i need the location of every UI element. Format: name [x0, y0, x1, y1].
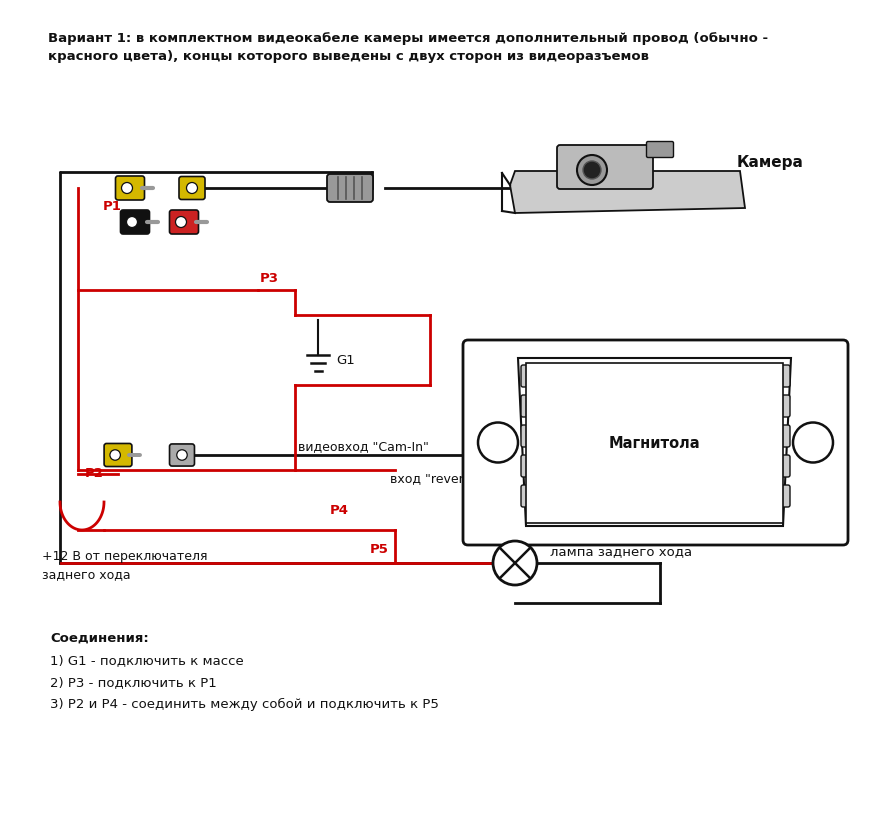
FancyBboxPatch shape: [120, 210, 149, 234]
Text: +12 В от переключателя: +12 В от переключателя: [42, 550, 208, 563]
Text: 3) P2 и P4 - соединить между собой и подключить к P5: 3) P2 и P4 - соединить между собой и под…: [50, 698, 438, 711]
FancyBboxPatch shape: [327, 174, 373, 202]
FancyBboxPatch shape: [521, 485, 563, 507]
FancyBboxPatch shape: [748, 365, 790, 387]
Circle shape: [478, 423, 518, 462]
FancyBboxPatch shape: [104, 443, 132, 466]
FancyBboxPatch shape: [463, 340, 848, 545]
Text: лампа заднего хода: лампа заднего хода: [550, 545, 692, 558]
Circle shape: [110, 450, 120, 461]
Text: Камера: Камера: [737, 155, 804, 170]
Circle shape: [177, 450, 187, 461]
FancyBboxPatch shape: [521, 365, 563, 387]
Text: Соединения:: Соединения:: [50, 632, 149, 645]
Text: P5: P5: [370, 543, 389, 556]
Circle shape: [176, 217, 187, 227]
Circle shape: [793, 423, 833, 462]
FancyBboxPatch shape: [521, 395, 563, 417]
Text: Вариант 1: в комплектном видеокабеле камеры имеется дополнительный провод (обычн: Вариант 1: в комплектном видеокабеле кам…: [48, 32, 768, 45]
Circle shape: [493, 541, 537, 585]
Circle shape: [577, 155, 607, 185]
Text: 2) P3 - подключить к P1: 2) P3 - подключить к P1: [50, 676, 217, 689]
Text: G1: G1: [336, 354, 354, 366]
FancyBboxPatch shape: [170, 210, 199, 234]
Text: вход "reverse": вход "reverse": [390, 472, 484, 485]
FancyBboxPatch shape: [170, 444, 194, 466]
FancyBboxPatch shape: [116, 176, 144, 200]
FancyBboxPatch shape: [521, 455, 563, 477]
Text: красного цвета), концы которого выведены с двух сторон из видеоразъемов: красного цвета), концы которого выведены…: [48, 50, 649, 63]
Text: P1: P1: [103, 200, 122, 213]
FancyBboxPatch shape: [748, 455, 790, 477]
Text: видеовход "Cam-In": видеовход "Cam-In": [298, 440, 429, 453]
Text: P4: P4: [330, 504, 349, 517]
Circle shape: [126, 217, 138, 227]
FancyBboxPatch shape: [748, 425, 790, 447]
FancyBboxPatch shape: [521, 425, 563, 447]
Text: Магнитола: Магнитола: [609, 435, 700, 451]
Polygon shape: [518, 358, 791, 526]
FancyBboxPatch shape: [646, 141, 674, 158]
FancyBboxPatch shape: [557, 145, 653, 189]
FancyBboxPatch shape: [179, 177, 205, 200]
Circle shape: [187, 182, 197, 194]
Polygon shape: [510, 171, 745, 213]
FancyBboxPatch shape: [748, 395, 790, 417]
Circle shape: [583, 161, 601, 179]
Text: P3: P3: [260, 272, 279, 285]
Text: 1) G1 - подключить к массе: 1) G1 - подключить к массе: [50, 654, 244, 667]
Bar: [526, 363, 783, 523]
Text: заднего хода: заднего хода: [42, 568, 131, 581]
Text: P2: P2: [85, 467, 104, 480]
Circle shape: [121, 182, 133, 194]
FancyBboxPatch shape: [748, 485, 790, 507]
